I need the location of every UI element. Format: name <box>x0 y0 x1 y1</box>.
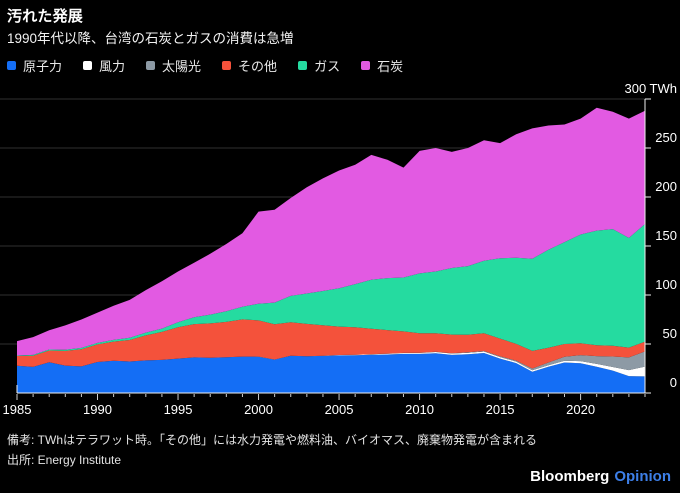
y-label-50: 50 <box>663 326 677 341</box>
x-label-2000: 2000 <box>244 402 273 417</box>
legend: 原子力 風力 太陽光 その他 ガス 石炭 <box>7 56 403 75</box>
legend-swatch <box>361 61 371 70</box>
legend-label: 原子力 <box>23 59 63 74</box>
y-label-250: 250 <box>655 130 677 145</box>
brand-suffix: Opinion <box>614 468 671 485</box>
legend-swatch <box>298 61 308 70</box>
x-label-2015: 2015 <box>486 402 515 417</box>
x-label-2020: 2020 <box>566 402 595 417</box>
brand-name: Bloomberg <box>530 468 610 485</box>
legend-swatch <box>83 61 93 70</box>
y-label-100: 100 <box>655 277 677 292</box>
legend-item-4: その他 <box>222 56 277 75</box>
legend-swatch <box>7 61 16 70</box>
area-series-1 <box>17 353 645 393</box>
x-label-2005: 2005 <box>325 402 354 417</box>
source-line: 出所: Energy Institute <box>7 453 122 467</box>
y-label-200: 200 <box>655 179 677 194</box>
area-series-2 <box>17 351 645 377</box>
x-label-2010: 2010 <box>405 402 434 417</box>
x-label-1990: 1990 <box>83 402 112 417</box>
x-label-1985: 1985 <box>3 402 32 417</box>
legend-label: 太陽光 <box>162 59 202 74</box>
y-label-150: 150 <box>655 228 677 243</box>
legend-item-2: 風力 <box>83 56 125 75</box>
legend-label: その他 <box>238 59 278 74</box>
area-series-4 <box>17 319 645 369</box>
area-series-6 <box>17 107 645 356</box>
chart-subtitle: 1990年代以降、台湾の石炭とガスの消費は急増 <box>7 31 294 46</box>
footnote: 備考: TWhはテラワット時。「その他」には水力発電や燃料油、バイオマス、廃棄物… <box>7 433 538 447</box>
page-title: 汚れた発展 <box>7 8 84 25</box>
legend-item-3: 太陽光 <box>146 56 201 75</box>
area-series-5 <box>17 224 645 356</box>
bloomberg-opinion-logo: Bloomberg Opinion <box>530 468 671 485</box>
x-label-1995: 1995 <box>164 402 193 417</box>
legend-item-6: 石炭 <box>361 56 403 75</box>
legend-item-5: ガス <box>298 56 340 75</box>
y-label-300: 300 TWh <box>624 81 677 96</box>
legend-label: 石炭 <box>377 59 404 74</box>
y-label-0: 0 <box>670 375 677 390</box>
legend-item-1: 原子力 <box>7 56 62 75</box>
legend-swatch <box>146 61 156 70</box>
legend-label: 風力 <box>99 59 126 74</box>
legend-swatch <box>222 61 232 70</box>
legend-label: ガス <box>314 59 341 74</box>
